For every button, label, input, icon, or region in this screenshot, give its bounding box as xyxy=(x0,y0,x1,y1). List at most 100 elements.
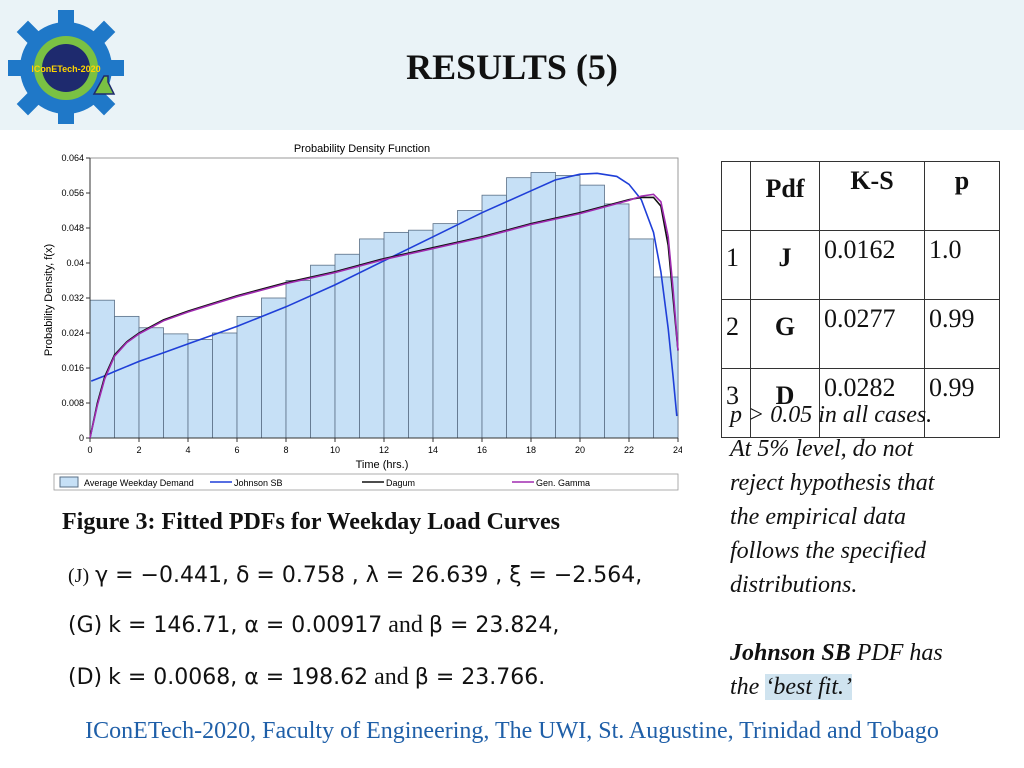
series-line-johnson-sb xyxy=(90,172,678,417)
row-index: 3 xyxy=(721,368,751,438)
histogram-bar xyxy=(506,177,532,439)
table-header-row: Pdf K-S p xyxy=(721,161,1000,231)
y-tick-label: 0 xyxy=(79,433,84,443)
chart-legend: Average Weekday Demand Johnson SB Dagum Gen… xyxy=(53,473,679,491)
slide-header: IConETech-2020 RESULTS (5) xyxy=(0,0,1024,130)
histogram-bar xyxy=(261,297,287,439)
gear-icon xyxy=(8,10,124,124)
y-tick-label: 0.016 xyxy=(61,363,84,373)
note-line: p > 0.05 in all cases. xyxy=(730,402,933,428)
table-row: 2 G 0.0277 0.99 xyxy=(721,299,1000,369)
y-tick-label: 0.04 xyxy=(66,258,84,268)
note-line: the empirical data xyxy=(730,504,906,530)
histogram-bar xyxy=(114,315,140,439)
histogram-bar xyxy=(457,210,483,439)
row-p: 0.99 xyxy=(924,299,1000,369)
row-pdf: D xyxy=(750,368,820,438)
histogram-bar xyxy=(555,175,581,439)
svg-text:IConETech-2020: IConETech-2020 xyxy=(31,64,100,74)
param-line-g: (G) k = 146.71, α = 0.00917 and β = 23.8… xyxy=(68,612,559,639)
param-and: and xyxy=(374,664,409,690)
param-line-j: (J) γ = −0.441, δ = 0.758 , λ = 26.639 ,… xyxy=(68,562,642,589)
best-fit-line-2: the ‘best fit.’ xyxy=(730,670,1020,704)
note-line: follows the specified xyxy=(730,538,926,564)
param-label: (D) xyxy=(68,665,103,690)
x-tick-label: 18 xyxy=(526,445,536,455)
x-tick-label: 16 xyxy=(477,445,487,455)
chart-svg: Probability Density Function 0 2 4 6 8 10 12 14… xyxy=(43,143,682,491)
x-tick-label: 14 xyxy=(428,445,438,455)
row-index: 2 xyxy=(721,299,751,369)
series-line-gen-gamma xyxy=(89,193,679,439)
x-tick-label: 20 xyxy=(575,445,585,455)
note-line: reject hypothesis that xyxy=(730,470,935,496)
histogram-bar xyxy=(604,203,630,439)
histogram-bar xyxy=(138,327,164,439)
best-fit-line: Johnson SB PDF has xyxy=(730,636,1020,670)
histogram-bar xyxy=(432,223,458,439)
iconetech-logo: IConETech-2020 xyxy=(8,10,124,124)
header-cell-ks: K-S xyxy=(819,161,925,231)
best-fit-the: the xyxy=(730,674,766,700)
histogram-bar xyxy=(187,339,213,439)
param-label: (G) xyxy=(68,613,103,638)
histogram-bar xyxy=(383,231,409,439)
histogram-bar xyxy=(163,333,189,439)
legend-label: Gen. Gamma xyxy=(536,478,590,488)
footer: IConETech-2020, Faculty of Engineering, … xyxy=(85,718,939,744)
x-tick-label: 0 xyxy=(87,445,92,455)
histogram-bar xyxy=(530,172,556,439)
histogram-bar xyxy=(334,253,360,439)
plot-area: 0 2 4 6 8 10 12 14 16 18 20 22 2400.0080.0160.0240.0… xyxy=(61,153,682,455)
best-fit-name: Johnson SB xyxy=(730,640,851,666)
param-label: (J) xyxy=(68,565,90,587)
y-tick-label: 0.048 xyxy=(61,223,84,233)
x-tick-label: 6 xyxy=(234,445,239,455)
param-values: k = 146.71, α = 0.00917 xyxy=(108,613,383,638)
row-pdf: G xyxy=(750,299,820,369)
histogram-bar xyxy=(408,229,434,439)
y-tick-label: 0.064 xyxy=(61,153,84,163)
x-axis-label: Time (hrs.) xyxy=(356,459,409,471)
row-ks: 0.0282 xyxy=(819,368,925,438)
header-cell-index xyxy=(721,161,751,231)
legend-label: Dagum xyxy=(386,478,415,488)
y-tick-label: 0.008 xyxy=(61,398,84,408)
header-cell-p: p xyxy=(924,161,1000,231)
y-tick-label: 0.024 xyxy=(61,328,84,338)
row-ks: 0.0162 xyxy=(819,230,925,300)
chart-title: Probability Density Function xyxy=(294,143,430,155)
x-tick-label: 4 xyxy=(185,445,190,455)
x-tick-label: 22 xyxy=(624,445,634,455)
note-line: distributions. xyxy=(730,572,858,598)
histogram-bar xyxy=(212,332,238,439)
x-tick-label: 24 xyxy=(673,445,682,455)
histogram-bar xyxy=(628,238,654,439)
row-pdf: J xyxy=(750,230,820,300)
param-values: γ = −0.441, δ = 0.758 , λ = 26.639 , ξ =… xyxy=(95,563,643,588)
histogram-bar xyxy=(359,238,385,439)
legend-swatch xyxy=(59,476,79,488)
histogram-bar xyxy=(579,184,605,439)
param-values-2: β = 23.824, xyxy=(428,613,560,638)
param-values: k = 0.0068, α = 198.62 xyxy=(108,665,369,690)
x-tick-label: 2 xyxy=(136,445,141,455)
best-fit-quote: ‘best fit.’ xyxy=(765,674,852,700)
y-tick-label: 0.056 xyxy=(61,188,84,198)
note-line: At 5% level, do not xyxy=(730,436,914,462)
page-title: RESULTS (5) xyxy=(406,47,618,87)
x-tick-label: 10 xyxy=(330,445,340,455)
param-values-2: β = 23.766. xyxy=(414,665,546,690)
x-tick-label: 12 xyxy=(379,445,389,455)
header-cell-pdf: Pdf xyxy=(750,161,820,231)
histogram-bar xyxy=(285,280,311,439)
results-note: p > 0.05 in all cases. At 5% level, do n… xyxy=(730,398,1020,704)
x-tick-label: 8 xyxy=(283,445,288,455)
legend-label: Johnson SB xyxy=(234,478,283,488)
row-ks: 0.0277 xyxy=(819,299,925,369)
results-table: Pdf K-S p 1 J 0.0162 1.0 2 G 0.0277 0.99… xyxy=(721,161,1000,438)
param-line-d: (D) k = 0.0068, α = 198.62 and β = 23.76… xyxy=(68,664,545,691)
y-axis-label: Probability Density, f(x) xyxy=(43,244,55,356)
histogram-bar xyxy=(236,315,262,439)
flask-icon xyxy=(92,75,116,95)
